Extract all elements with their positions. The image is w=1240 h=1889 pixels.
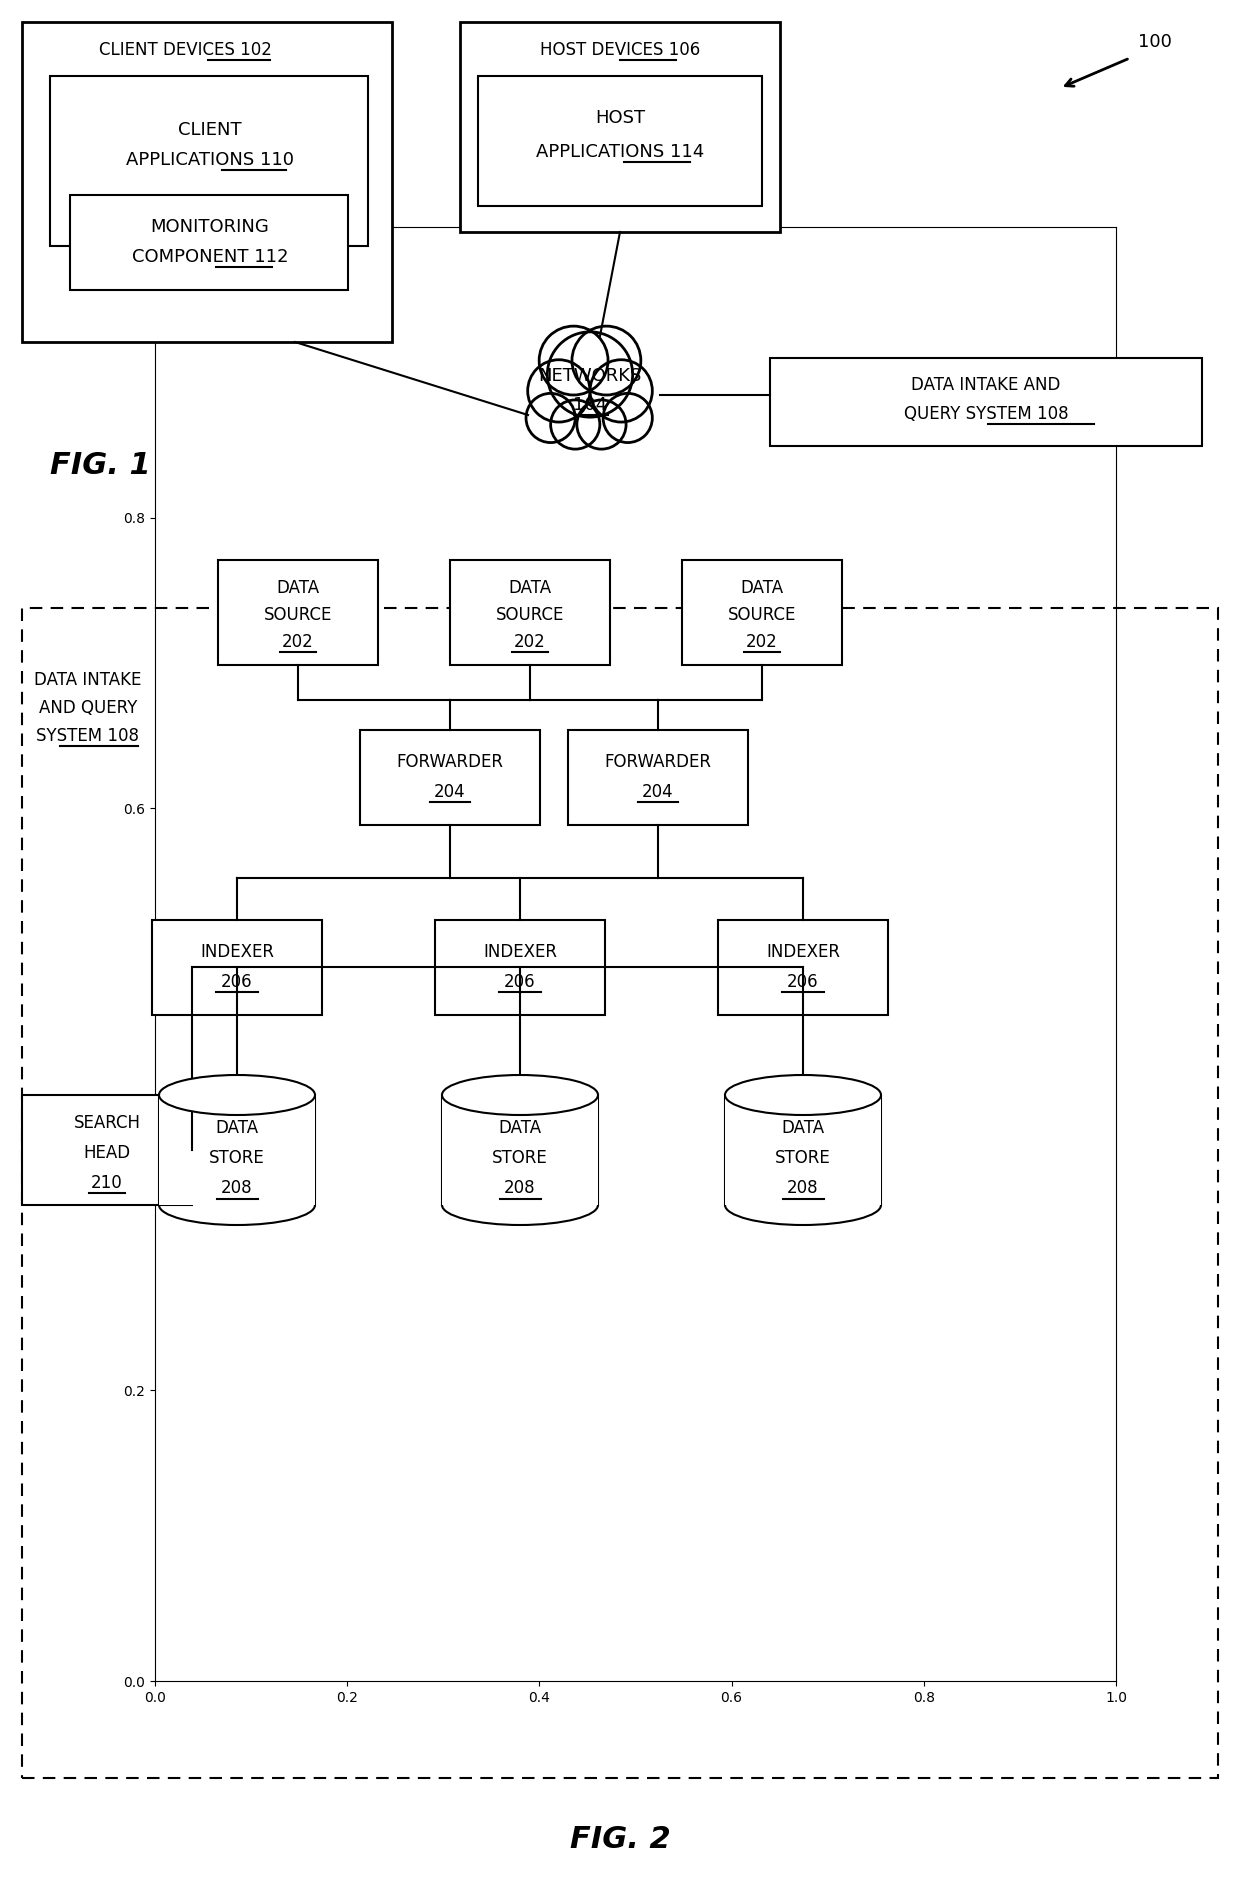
Text: 202: 202: [515, 633, 546, 652]
Ellipse shape: [441, 1075, 598, 1115]
Text: SOURCE: SOURCE: [496, 606, 564, 623]
Text: FIG. 2: FIG. 2: [569, 1825, 671, 1855]
Text: DATA: DATA: [216, 1118, 259, 1137]
Bar: [682, 559, 842, 665]
Text: CLIENT DEVICES 102: CLIENT DEVICES 102: [98, 42, 272, 59]
Text: INDEXER: INDEXER: [766, 943, 839, 962]
Text: FORWARDER: FORWARDER: [605, 754, 712, 771]
Bar: [725, 1096, 880, 1205]
Text: 210: 210: [91, 1173, 123, 1192]
Bar: [477, 76, 763, 206]
Text: HOST DEVICES 106: HOST DEVICES 106: [539, 42, 701, 59]
Text: STORE: STORE: [492, 1149, 548, 1167]
Text: SOURCE: SOURCE: [264, 606, 332, 623]
Ellipse shape: [159, 1075, 315, 1115]
Bar: [159, 1096, 315, 1205]
Text: 204: 204: [434, 784, 466, 801]
Bar: [450, 559, 610, 665]
Text: 202: 202: [283, 633, 314, 652]
Text: 206: 206: [221, 973, 253, 992]
Bar: [770, 359, 1202, 446]
Circle shape: [528, 359, 590, 421]
Text: HOST: HOST: [595, 110, 645, 127]
Bar: [22, 23, 392, 342]
Text: INDEXER: INDEXER: [200, 943, 274, 962]
Text: FORWARDER: FORWARDER: [397, 754, 503, 771]
Bar: [22, 608, 1218, 1778]
Text: AND QUERY: AND QUERY: [38, 699, 138, 718]
Bar: [22, 1096, 192, 1205]
Bar: [153, 920, 322, 1014]
Text: 206: 206: [787, 973, 818, 992]
Text: COMPONENT 112: COMPONENT 112: [131, 247, 288, 266]
Text: STORE: STORE: [775, 1149, 831, 1167]
Text: 208: 208: [505, 1179, 536, 1198]
Text: MONITORING: MONITORING: [150, 217, 269, 236]
Bar: [69, 195, 348, 291]
Text: 206: 206: [505, 973, 536, 992]
Bar: [568, 729, 748, 825]
Text: SEARCH: SEARCH: [73, 1115, 140, 1132]
Text: DATA: DATA: [781, 1118, 825, 1137]
Text: HEAD: HEAD: [83, 1145, 130, 1162]
Text: FIG. 1: FIG. 1: [50, 450, 150, 480]
Circle shape: [551, 400, 600, 450]
Bar: [218, 559, 378, 665]
Text: 100: 100: [1138, 32, 1172, 51]
Text: APPLICATIONS 110: APPLICATIONS 110: [126, 151, 294, 168]
Text: SOURCE: SOURCE: [728, 606, 796, 623]
Text: 104: 104: [573, 397, 608, 414]
Circle shape: [547, 332, 632, 417]
Text: 204: 204: [642, 784, 673, 801]
Circle shape: [572, 327, 641, 395]
Text: DATA: DATA: [277, 580, 320, 597]
Bar: [360, 729, 539, 825]
Circle shape: [539, 327, 608, 395]
Text: INDEXER: INDEXER: [484, 943, 557, 962]
Circle shape: [590, 359, 652, 421]
Circle shape: [577, 400, 626, 450]
Bar: [50, 76, 368, 246]
Text: CLIENT: CLIENT: [179, 121, 242, 140]
Text: DATA INTAKE AND: DATA INTAKE AND: [911, 376, 1060, 395]
Text: DATA: DATA: [498, 1118, 542, 1137]
Text: STORE: STORE: [210, 1149, 265, 1167]
Circle shape: [526, 393, 575, 442]
Bar: [435, 920, 605, 1014]
Text: SYSTEM 108: SYSTEM 108: [36, 727, 139, 744]
Bar: [460, 23, 780, 232]
Text: 208: 208: [221, 1179, 253, 1198]
Ellipse shape: [725, 1075, 880, 1115]
Bar: [441, 1096, 598, 1205]
Circle shape: [603, 393, 652, 442]
Text: 202: 202: [746, 633, 777, 652]
Text: DATA: DATA: [740, 580, 784, 597]
Text: APPLICATIONS 114: APPLICATIONS 114: [536, 144, 704, 161]
Text: QUERY SYSTEM 108: QUERY SYSTEM 108: [904, 404, 1069, 423]
Text: 208: 208: [787, 1179, 818, 1198]
Text: DATA INTAKE: DATA INTAKE: [35, 671, 141, 689]
Text: DATA: DATA: [508, 580, 552, 597]
Bar: [718, 920, 888, 1014]
Text: NETWORKS: NETWORKS: [538, 366, 641, 385]
